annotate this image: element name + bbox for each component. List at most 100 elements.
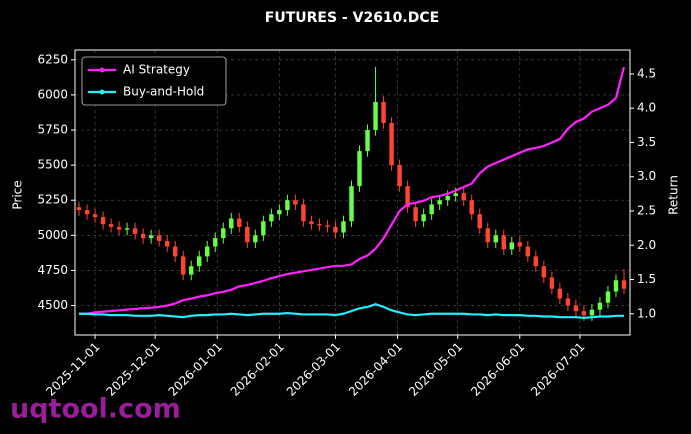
candle-body xyxy=(421,214,426,222)
candle-body xyxy=(397,165,402,187)
candle-body xyxy=(124,228,130,230)
candle-body xyxy=(277,210,282,215)
candle-body xyxy=(285,200,290,211)
candle-body xyxy=(100,217,106,225)
candle-body xyxy=(413,207,418,222)
candle-body xyxy=(557,288,563,299)
candle-body xyxy=(597,302,603,310)
y-tick-label: 4750 xyxy=(37,263,68,277)
candle-body xyxy=(389,123,394,166)
legend-label: AI Strategy xyxy=(123,63,190,77)
candle-body xyxy=(525,246,531,257)
y-tick-label: 6000 xyxy=(37,87,68,101)
legend-box xyxy=(81,56,227,106)
x-tick-label: 2026-02-01 xyxy=(228,340,287,399)
chart-title: FUTURES - V2610.DCE xyxy=(265,10,439,26)
y2-tick-label: 4.5 xyxy=(637,66,656,80)
candle-body xyxy=(437,200,442,205)
candle-body xyxy=(317,224,322,226)
y2-tick-label: 1.0 xyxy=(637,306,656,320)
candle-body xyxy=(517,242,523,247)
candle-body xyxy=(541,266,547,278)
x-tick-label: 2026-04-01 xyxy=(346,340,405,399)
y-tick-label: 5750 xyxy=(37,123,68,137)
candle-body xyxy=(229,218,234,229)
candle-body xyxy=(581,311,587,316)
candle-body xyxy=(325,225,330,227)
y-tick-label: 5000 xyxy=(37,228,68,242)
candle-body xyxy=(453,193,458,197)
y2-axis-label: Return xyxy=(667,175,681,215)
candle-body xyxy=(197,256,202,267)
candle-body xyxy=(333,226,338,233)
candle-body xyxy=(477,214,482,229)
candle-body xyxy=(469,200,474,215)
candle-body xyxy=(164,240,170,247)
candle-body xyxy=(365,130,370,152)
candle-body xyxy=(549,277,555,289)
candle-body xyxy=(533,256,539,267)
x-tick-label: 2025-11-01 xyxy=(43,340,102,399)
candle-body xyxy=(605,291,611,303)
x-tick-label: 2026-01-01 xyxy=(166,340,225,399)
candle-body xyxy=(237,218,242,227)
candle-body xyxy=(589,309,595,316)
candle-body xyxy=(509,242,514,250)
candle-body xyxy=(148,235,154,239)
candle-body xyxy=(205,246,210,257)
candle-body xyxy=(84,210,90,215)
candle-body xyxy=(405,186,410,208)
candle-body xyxy=(357,151,362,187)
candle-body xyxy=(132,228,138,234)
x-tick-label: 2026-05-01 xyxy=(406,340,465,399)
candle-body xyxy=(429,204,434,215)
candle-body xyxy=(445,196,450,201)
candle-body xyxy=(621,280,627,289)
candle-body xyxy=(493,235,498,243)
y2-tick-label: 3.5 xyxy=(637,135,656,149)
candle-body xyxy=(140,233,146,239)
y2-tick-label: 4.0 xyxy=(637,101,656,115)
candle-body xyxy=(293,200,298,205)
candle-body xyxy=(76,207,82,211)
candle-body xyxy=(341,221,346,233)
y-axis-label: Price xyxy=(11,180,25,209)
watermark: uqtool.com xyxy=(10,394,181,425)
y2-tick-label: 3.0 xyxy=(637,169,656,183)
candle-body xyxy=(501,235,506,250)
candle-body xyxy=(565,298,571,306)
candle-body xyxy=(188,266,194,275)
candle-body xyxy=(573,305,579,312)
candle-body xyxy=(349,186,354,222)
candle-body xyxy=(108,224,114,227)
legend-label: Buy-and-Hold xyxy=(123,85,204,99)
y-tick-label: 5500 xyxy=(37,158,68,172)
legend-marker xyxy=(99,89,105,95)
x-tick-label: 2026-06-01 xyxy=(468,340,527,399)
candle-body xyxy=(116,226,122,230)
x-tick-label: 2026-07-01 xyxy=(528,340,587,399)
x-tick-label: 2026-03-01 xyxy=(284,340,343,399)
y-tick-label: 5250 xyxy=(37,193,68,207)
x-tick-label: 2025-12-01 xyxy=(104,340,163,399)
candle-body xyxy=(269,214,274,222)
candle-body xyxy=(180,256,186,275)
return-line xyxy=(79,303,624,319)
candle-body xyxy=(381,101,386,124)
y2-tick-label: 2.0 xyxy=(637,238,656,252)
plot-frame xyxy=(74,49,631,336)
candle-body xyxy=(301,204,306,222)
legend-marker xyxy=(99,67,105,73)
candle-body xyxy=(213,238,218,247)
candle-body xyxy=(172,246,178,257)
candle-body xyxy=(485,228,490,243)
y2-tick-label: 1.5 xyxy=(637,272,656,286)
candle-body xyxy=(261,221,266,236)
return-line xyxy=(79,66,626,315)
candle-body xyxy=(253,235,258,243)
candle-body xyxy=(373,101,378,131)
candle-body xyxy=(92,214,98,218)
candle-body xyxy=(309,221,314,225)
y-tick-label: 6250 xyxy=(37,52,68,66)
